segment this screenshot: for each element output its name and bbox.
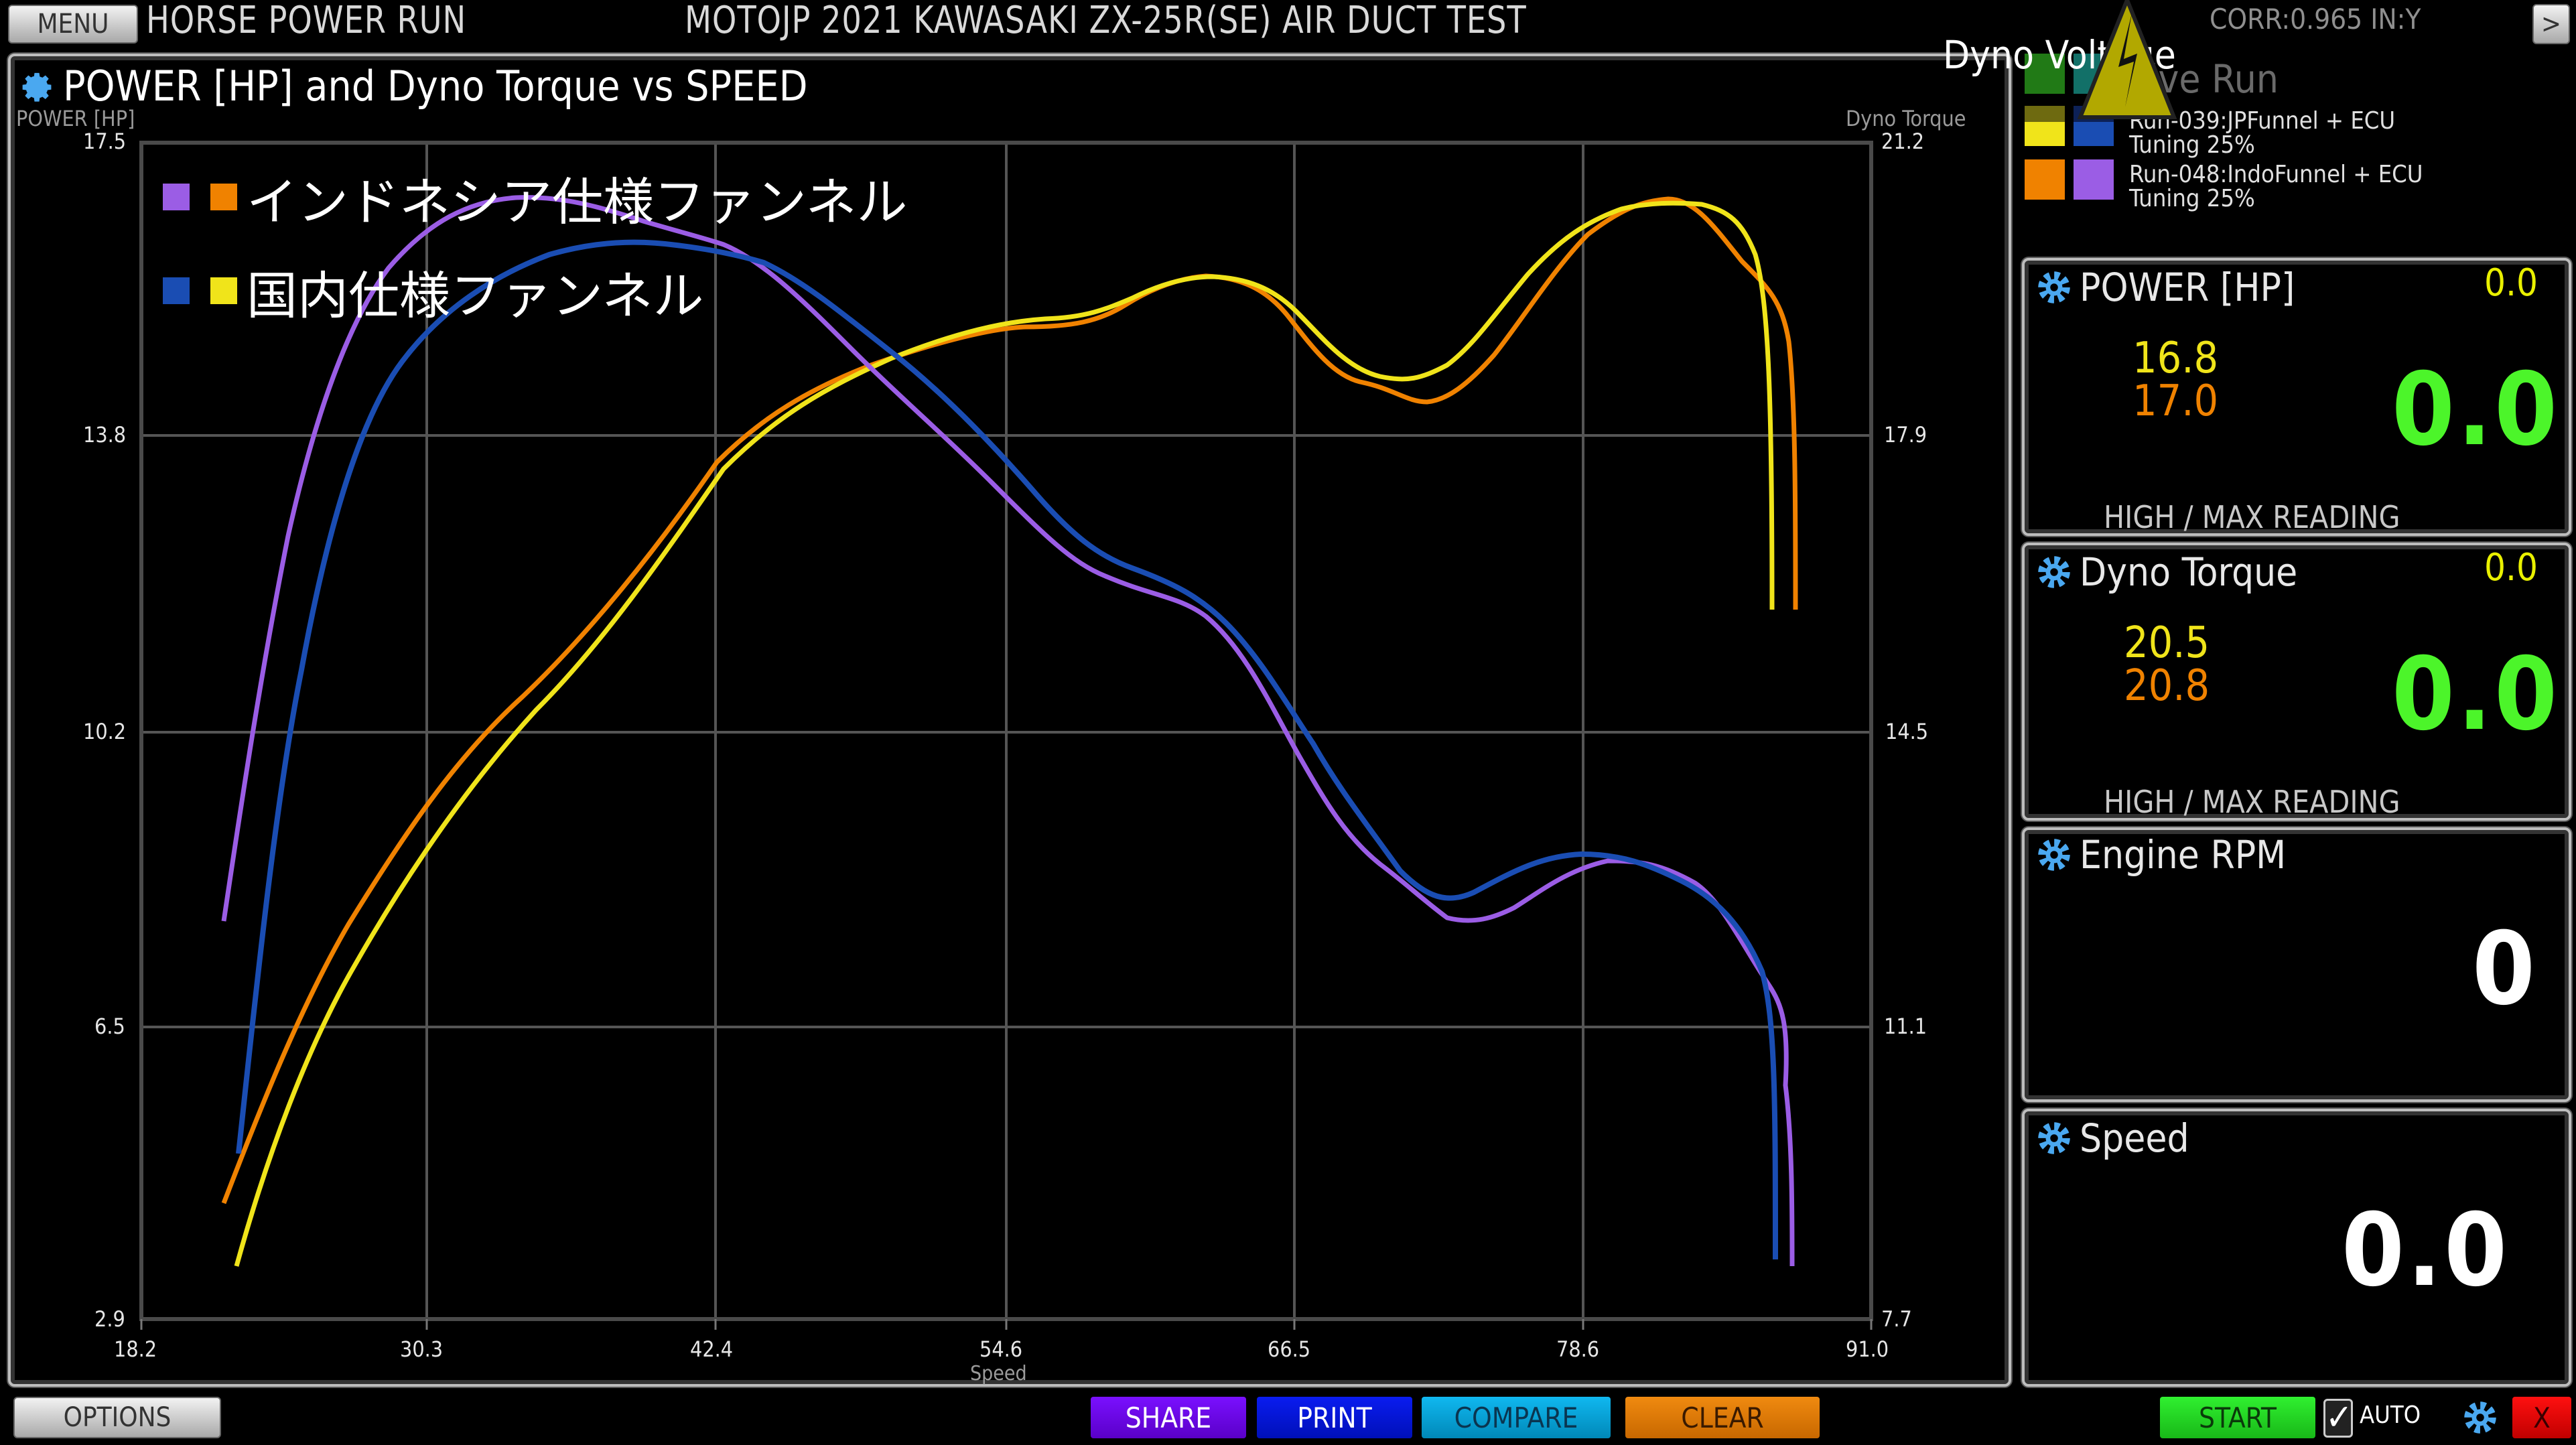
legend-label-domestic: 国内仕様ファンネル <box>247 266 704 326</box>
corr-status: CORR:0.965 IN:Y <box>2210 3 2421 36</box>
start-button-label: START <box>2199 1401 2277 1434</box>
gear-icon[interactable] <box>2034 267 2074 307</box>
menu-button-label: MENU <box>37 9 109 40</box>
speed-panel <box>2022 1109 2571 1387</box>
compare-button-label: COMPARE <box>1454 1401 1578 1434</box>
x-axis-label: Speed <box>970 1362 1027 1385</box>
y2-tick: 21.2 <box>1881 129 1925 154</box>
high-voltage-warning-icon <box>2077 0 2177 119</box>
torque-footer: HIGH / MAX READING <box>2104 784 2400 820</box>
series-run048-torque <box>221 196 1798 1205</box>
mode-title: HORSE POWER RUN <box>146 0 467 42</box>
auto-checkbox[interactable]: ✓ <box>2323 1399 2353 1438</box>
rpm-panel-header: Engine RPM <box>2034 832 2286 878</box>
y-tick: 17.5 <box>83 129 127 154</box>
gear-icon[interactable] <box>2034 1118 2074 1158</box>
options-button[interactable]: OPTIONS <box>13 1397 221 1438</box>
legend-swatch-blue <box>163 277 190 304</box>
x-tick: 66.5 <box>1268 1336 1311 1362</box>
run048-swatch-2[interactable] <box>2074 159 2114 200</box>
start-button[interactable]: START <box>2160 1397 2315 1438</box>
series-run048-power <box>221 195 1795 1267</box>
auto-label: AUTO <box>2360 1401 2421 1429</box>
run039-swatch-1[interactable] <box>2025 106 2065 146</box>
settings-gear-icon[interactable] <box>2460 1393 2500 1442</box>
clear-button-label: CLEAR <box>1681 1401 1764 1434</box>
rpm-panel <box>2022 827 2571 1102</box>
close-button-label: X <box>2533 1401 2551 1434</box>
print-button[interactable]: PRINT <box>1257 1397 1412 1438</box>
x-tick: 18.2 <box>114 1336 157 1362</box>
legend-swatch-yellow <box>210 277 237 304</box>
clear-button[interactable]: CLEAR <box>1625 1397 1820 1438</box>
torque-panel-header: Dyno Torque <box>2034 549 2297 595</box>
torque-high-run039: 20.5 <box>2124 618 2210 668</box>
right-axis-label: Dyno Torque <box>1846 106 1966 131</box>
chart-title: POWER [HP] and Dyno Torque vs SPEED <box>63 62 808 111</box>
torque-high-run048: 20.8 <box>2124 661 2210 711</box>
x-tick: 91.0 <box>1846 1336 1889 1362</box>
share-button[interactable]: SHARE <box>1091 1397 1246 1438</box>
power-high-run039: 16.8 <box>2132 334 2219 383</box>
torque-panel-title: Dyno Torque <box>2080 549 2298 595</box>
x-tick: 42.4 <box>690 1336 734 1362</box>
run048-label-2: Tuning 25% <box>2129 185 2255 212</box>
gear-icon[interactable] <box>2034 552 2074 592</box>
run048-label-1: Run-048:IndoFunnel + ECU <box>2129 161 2423 188</box>
power-high-run048: 17.0 <box>2132 376 2219 426</box>
test-title: MOTOJP 2021 KAWASAKI ZX-25R(SE) AIR DUCT… <box>685 0 1527 42</box>
y2-tick: 7.7 <box>1881 1306 1912 1332</box>
power-live-small: 0.0 <box>2484 261 2538 305</box>
y-tick: 13.8 <box>83 422 127 448</box>
next-screen-button[interactable]: > <box>2532 4 2570 44</box>
next-screen-label: > <box>2540 9 2562 40</box>
legend-swatch-purple <box>163 184 190 210</box>
chart-grid <box>141 143 1871 1319</box>
torque-live-value: 0.0 <box>2392 636 2561 753</box>
chart-header: POWER [HP] and Dyno Torque vs SPEED <box>16 62 808 111</box>
gear-icon[interactable] <box>2034 835 2074 875</box>
run048-swatch-1[interactable] <box>2025 159 2065 200</box>
legend-swatch-orange <box>210 184 237 210</box>
options-button-label: OPTIONS <box>63 1402 172 1433</box>
y2-tick: 17.9 <box>1884 422 1927 448</box>
legend-label-indonesia: インドネシア仕様ファンネル <box>247 172 908 232</box>
x-tick: 30.3 <box>400 1336 444 1362</box>
y2-tick: 11.1 <box>1884 1014 1927 1039</box>
y2-tick: 14.5 <box>1885 719 1929 744</box>
x-ticks <box>140 1319 1873 1330</box>
speed-panel-title: Speed <box>2080 1115 2189 1161</box>
x-tick: 78.6 <box>1556 1336 1600 1362</box>
compare-button[interactable]: COMPARE <box>1422 1397 1611 1438</box>
run039-label-2: Tuning 25% <box>2129 131 2255 159</box>
y-tick: 2.9 <box>94 1306 125 1332</box>
close-button[interactable]: X <box>2512 1397 2571 1438</box>
rpm-panel-title: Engine RPM <box>2080 832 2287 878</box>
rpm-value: 0 <box>2472 911 2538 1028</box>
gear-icon[interactable] <box>16 66 56 107</box>
power-panel-title: POWER [HP] <box>2080 265 2295 310</box>
speed-value: 0.0 <box>2342 1192 2510 1309</box>
chart-panel <box>8 54 2011 1387</box>
x-tick: 54.6 <box>979 1336 1023 1362</box>
power-live-value: 0.0 <box>2392 352 2561 468</box>
print-button-label: PRINT <box>1297 1401 1372 1434</box>
y-tick: 10.2 <box>83 719 127 744</box>
series-run039-torque <box>234 200 1775 1267</box>
share-button-label: SHARE <box>1125 1401 1212 1434</box>
torque-panel <box>2022 543 2571 821</box>
power-footer: HIGH / MAX READING <box>2104 499 2400 535</box>
speed-panel-header: Speed <box>2034 1115 2189 1161</box>
series-run039-power <box>236 239 1778 1260</box>
live-run-swatch-1[interactable] <box>2025 54 2065 94</box>
power-panel <box>2022 258 2571 536</box>
torque-live-small: 0.0 <box>2484 546 2538 590</box>
menu-button[interactable]: MENU <box>8 5 138 44</box>
y-tick: 6.5 <box>94 1014 125 1039</box>
left-axis-label: POWER [HP] <box>16 106 135 131</box>
power-panel-header: POWER [HP] <box>2034 265 2295 310</box>
